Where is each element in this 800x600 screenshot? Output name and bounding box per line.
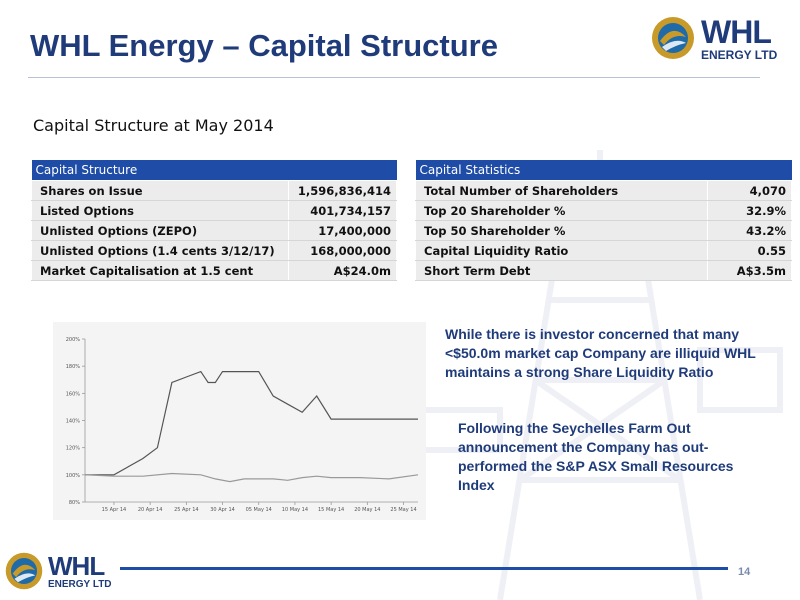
row-label: Top 50 Shareholder %: [415, 220, 708, 241]
title-divider: [28, 77, 760, 78]
row-label: Listed Options: [30, 200, 290, 221]
table-row: Listed Options 401,734,157: [30, 200, 397, 221]
row-value: 32.9%: [706, 200, 793, 221]
y-tick-label: 100%: [66, 473, 81, 479]
table-row: Unlisted Options (1.4 cents 3/12/17) 168…: [30, 240, 397, 261]
footer-divider: [120, 567, 728, 570]
series-line-1: [85, 370, 418, 476]
y-tick-label: 180%: [66, 364, 81, 370]
series-line-2: [84, 472, 419, 483]
row-label: Shares on Issue: [30, 180, 290, 201]
x-tick-label: 25 May 14: [390, 507, 416, 513]
page-number: 14: [738, 566, 751, 578]
logo-text: WHL: [701, 13, 772, 50]
whl-logo-mark-icon: [5, 552, 43, 590]
table-header: Capital Structure: [31, 160, 397, 181]
table-row: Capital Liquidity Ratio 0.55: [415, 240, 793, 261]
chart-svg: 80% 100% 120% 140% 160% 180% 200% 15 Apr 14 20 A…: [66, 337, 419, 513]
x-tick-label: 15 Apr 14: [102, 507, 127, 513]
row-label: Top 20 Shareholder %: [415, 200, 708, 221]
y-tick-label: 200%: [66, 337, 81, 343]
table-row: Market Capitalisation at 1.5 cent A$24.0…: [30, 260, 397, 281]
x-tick-label: 20 Apr 14: [138, 507, 163, 513]
y-tick-label: 160%: [66, 391, 81, 397]
whl-logo-mark-icon: [652, 17, 694, 59]
table-row: Total Number of Shareholders 4,070: [415, 180, 793, 201]
row-value: A$3.5m: [706, 260, 793, 281]
whl-logo-bottom: WHL ENERGY LTD: [4, 551, 112, 591]
x-tick-label: 15 May 14: [318, 507, 344, 513]
x-tick-label: 05 May 14: [246, 507, 272, 513]
table-row: Shares on Issue 1,596,836,414: [30, 180, 397, 201]
table-row: Unlisted Options (ZEPO) 17,400,000: [30, 220, 397, 241]
row-value: A$24.0m: [288, 260, 397, 281]
row-value: 43.2%: [706, 220, 793, 241]
x-tick-label: 25 Apr 14: [174, 507, 199, 513]
whl-logo-top: WHL ENERGY LTD: [650, 15, 777, 61]
y-tick-label: 80%: [69, 500, 80, 506]
row-value: 4,070: [706, 180, 793, 201]
section-subtitle: Capital Structure at May 2014: [33, 116, 274, 135]
logo-subtext: ENERGY LTD: [48, 578, 112, 590]
outperformance-paragraph: Following the Seychelles Farm Out announ…: [458, 420, 734, 493]
row-label: Capital Liquidity Ratio: [415, 240, 708, 261]
performance-chart: 80% 100% 120% 140% 160% 180% 200% 15 Apr 14 20 A…: [53, 322, 426, 520]
liquidity-paragraph: While there is investor concerned that m…: [445, 326, 756, 380]
capital-structure-table: Capital Structure Shares on Issue 1,596,…: [30, 160, 397, 281]
row-value: 401,734,157: [288, 200, 397, 221]
table-row: Top 20 Shareholder % 32.9%: [415, 200, 793, 221]
row-value: 1,596,836,414: [288, 180, 397, 201]
logo-text: WHL: [48, 550, 105, 581]
logo-subtext: ENERGY LTD: [701, 47, 778, 62]
y-tick-label: 140%: [66, 419, 81, 425]
row-label: Short Term Debt: [415, 260, 708, 281]
capital-statistics-table: Capital Statistics Total Number of Share…: [415, 160, 793, 281]
background-rig-graphic: [407, 150, 783, 600]
row-value: 17,400,000: [288, 220, 397, 241]
row-value: 168,000,000: [288, 240, 397, 261]
page-title: WHL Energy – Capital Structure: [30, 28, 498, 63]
x-tick-label: 30 Apr 14: [210, 507, 235, 513]
row-label: Unlisted Options (1.4 cents 3/12/17): [30, 240, 290, 261]
row-value: 0.55: [706, 240, 793, 261]
table-row: Short Term Debt A$3.5m: [415, 260, 793, 281]
y-tick-label: 120%: [66, 446, 81, 452]
x-tick-label: 10 May 14: [282, 507, 308, 513]
table-row: Top 50 Shareholder % 43.2%: [415, 220, 793, 241]
table-header: Capital Statistics: [415, 160, 792, 181]
x-tick-label: 20 May 14: [354, 507, 380, 513]
row-label: Total Number of Shareholders: [415, 180, 708, 201]
row-label: Unlisted Options (ZEPO): [30, 220, 290, 241]
row-label: Market Capitalisation at 1.5 cent: [30, 260, 290, 281]
